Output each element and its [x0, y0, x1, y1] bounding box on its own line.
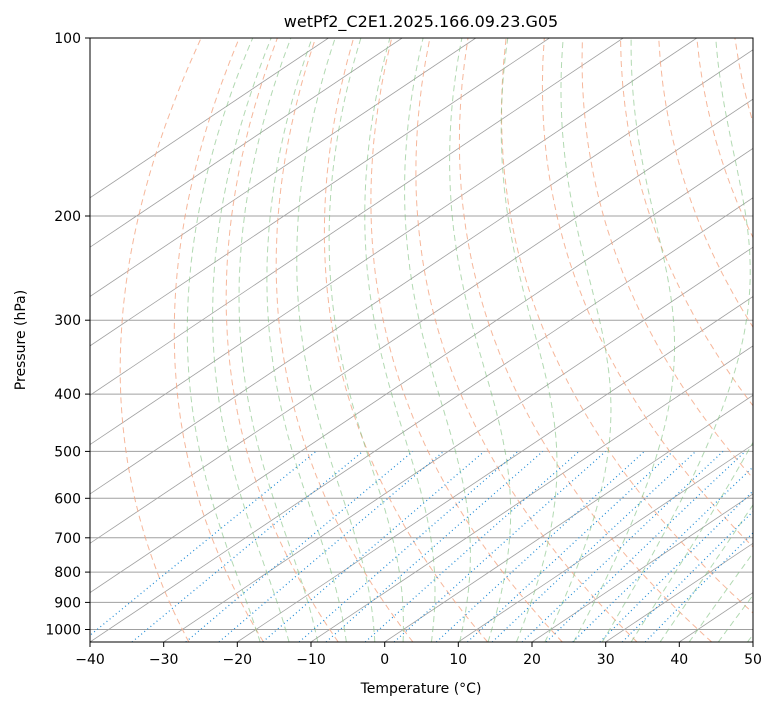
isotherm-line [458, 444, 753, 642]
isotherm-line [90, 98, 753, 544]
x-tick-label: −20 [223, 652, 253, 668]
moist-adiabat-line [296, 38, 376, 642]
dry-adiabat-line [458, 38, 713, 642]
dry-adiabat-line [415, 38, 638, 642]
moist-adiabat-line [238, 38, 319, 642]
isotherm-line [310, 345, 753, 642]
mixing-ratio-line [644, 532, 753, 642]
dry-adiabat-line [275, 38, 414, 642]
y-tick-label: 900 [54, 595, 81, 611]
plot-frame [89, 37, 754, 643]
dry-adiabat-line [323, 38, 488, 642]
x-tick-label: 10 [449, 652, 467, 668]
x-axis-label: Temperature (°C) [360, 681, 482, 697]
moist-adiabat-line [364, 38, 436, 642]
dry-adiabat-line [370, 38, 563, 642]
y-tick-label: 600 [54, 491, 81, 507]
isotherm-line [90, 197, 753, 642]
x-tick-label: 30 [597, 652, 615, 668]
x-tick-label: −40 [75, 652, 105, 668]
mixing-ratio-line [364, 450, 580, 642]
isotherm-line [90, 38, 624, 396]
moist-adiabat-line [449, 38, 512, 642]
y-axis-label: Pressure (hPa) [13, 290, 29, 390]
isotherm-line [90, 49, 753, 495]
moist-adiabat-line [404, 38, 471, 642]
dry-adiabat-line [581, 38, 753, 479]
background-lines [90, 38, 753, 642]
dry-adiabat-line [658, 38, 753, 329]
mixing-ratio-line [298, 450, 519, 642]
x-axis: −40 −30 −20 −10 0 10 20 30 40 50 [75, 642, 762, 668]
mixing-ratio-line [185, 450, 414, 642]
y-tick-label: 700 [54, 531, 81, 547]
y-axis: 100 200 300 400 500 600 700 800 900 1000 [45, 31, 90, 639]
mixing-ratio-line [467, 450, 674, 642]
isotherm-line [90, 38, 403, 248]
dry-adiabat-line [541, 38, 753, 548]
isotherm-line [90, 38, 698, 446]
isotherm-line [90, 38, 329, 199]
isotherm-line [237, 296, 753, 642]
moist-adiabat-line [266, 38, 347, 642]
moist-adiabat-line [717, 594, 753, 642]
isotherm-line [90, 147, 753, 594]
y-tick-label: 100 [54, 31, 81, 47]
chart-title: wetPf2_C2E1.2025.166.09.23.G05 [284, 12, 558, 32]
x-tick-label: 50 [744, 652, 762, 668]
y-tick-label: 200 [54, 209, 81, 225]
y-tick-label: 400 [54, 387, 81, 403]
x-tick-label: −10 [296, 652, 326, 668]
x-tick-label: 20 [523, 652, 541, 668]
isotherm-line [384, 394, 753, 642]
moist-adiabat-line [544, 38, 612, 642]
dry-adiabat-line [501, 38, 753, 614]
mixing-ratio-line [131, 450, 364, 642]
moist-adiabat-line [601, 38, 751, 642]
mixing-ratio-line [218, 450, 444, 642]
moist-adiabat-line [659, 503, 753, 642]
mixing-ratio-line [545, 450, 746, 642]
moist-adiabat-line [573, 38, 675, 642]
y-tick-label: 800 [54, 565, 81, 581]
mixing-ratio-line [621, 510, 753, 642]
x-tick-label: 40 [670, 652, 688, 668]
x-tick-label: −30 [149, 652, 179, 668]
moist-adiabat-line [328, 38, 404, 642]
y-tick-label: 1000 [45, 623, 81, 639]
mixing-ratio-line [521, 450, 724, 642]
y-tick-label: 500 [54, 444, 81, 460]
isotherm-line [163, 246, 753, 642]
x-tick-label: 0 [380, 652, 389, 668]
moist-adiabat-line [212, 38, 290, 642]
isotherm-line [531, 493, 753, 642]
isotherm-line [90, 38, 550, 347]
moist-adiabat-line [630, 441, 753, 642]
dry-adiabat-line [119, 38, 202, 642]
moist-adiabat-line [186, 38, 261, 642]
moist-adiabat-line [500, 38, 558, 642]
moist-adiabat-line [688, 552, 753, 642]
isotherm-line [90, 38, 477, 297]
y-tick-label: 300 [54, 313, 81, 329]
